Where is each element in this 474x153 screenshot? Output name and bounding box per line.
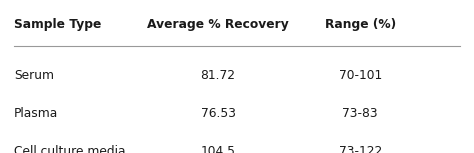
Text: Serum: Serum: [14, 69, 54, 82]
Text: Range (%): Range (%): [325, 18, 396, 31]
Text: 81.72: 81.72: [201, 69, 236, 82]
Text: 76.53: 76.53: [201, 107, 236, 120]
Text: 73-122: 73-122: [338, 145, 382, 153]
Text: 73-83: 73-83: [342, 107, 378, 120]
Text: 104.5: 104.5: [201, 145, 236, 153]
Text: Plasma: Plasma: [14, 107, 58, 120]
Text: 70-101: 70-101: [338, 69, 382, 82]
Text: Sample Type: Sample Type: [14, 18, 101, 31]
Text: Average % Recovery: Average % Recovery: [147, 18, 289, 31]
Text: Cell culture media: Cell culture media: [14, 145, 126, 153]
